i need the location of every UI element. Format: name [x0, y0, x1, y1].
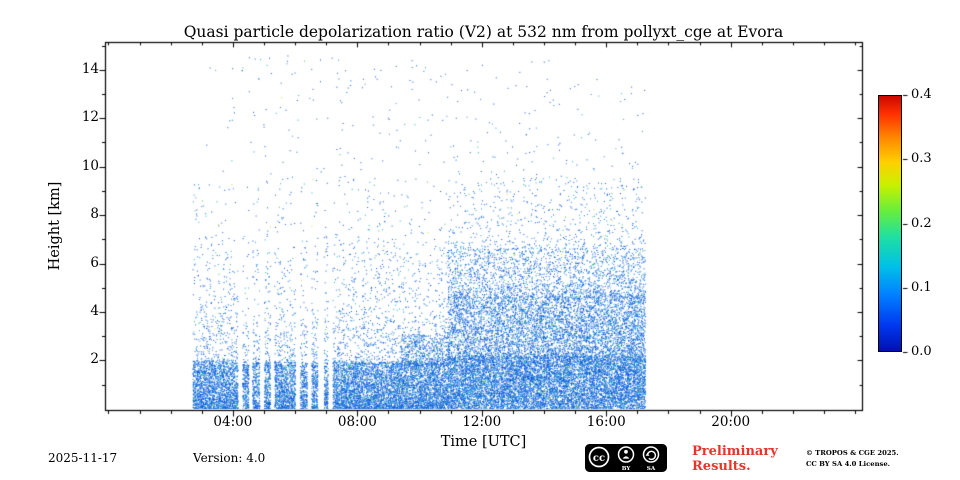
y-tick-label: 4 [90, 302, 99, 319]
preliminary-line2: Results. [692, 459, 751, 475]
y-tick-label: 12 [81, 109, 99, 126]
y-tick-label: 6 [90, 254, 99, 271]
version-label: Version: 4.0 [193, 451, 266, 465]
copyright-note: © TROPOS & CGE 2025. CC BY SA 4.0 Licens… [806, 448, 899, 470]
colorbar-tick-label: 0.4 [911, 87, 932, 102]
x-tick-label: 12:00 [462, 414, 502, 430]
sa-label: SA [647, 466, 656, 472]
colorbar-tick-label: 0.0 [911, 344, 932, 359]
copyright-line1: © TROPOS & CGE 2025. [806, 449, 899, 457]
copyright-line2: CC BY SA 4.0 License. [806, 460, 891, 469]
colorbar-tick-label: 0.2 [911, 215, 932, 231]
y-tick-label: 2 [90, 351, 99, 368]
chart-title: Quasi particle depolarization ratio (V2)… [183, 23, 784, 41]
colorbar-tick-label: 0.3 [911, 151, 932, 167]
y-tick-label: 10 [81, 157, 99, 174]
x-axis-label: Time [UTC] [440, 434, 527, 450]
measurement-date: 2025-11-17 [48, 451, 118, 465]
preliminary-line1: Preliminary [692, 444, 778, 459]
preliminary-results-note: Preliminary Results. [692, 444, 778, 475]
by-label: BY [622, 466, 632, 472]
y-tick-label: 14 [81, 60, 99, 77]
x-tick-label: 04:00 [213, 414, 253, 430]
share-alike-arrow-icon [646, 450, 657, 461]
colorbar-gradient [878, 95, 902, 352]
colorbar-tick-label: 0.1 [911, 279, 932, 295]
person-icon [624, 449, 628, 454]
cc-logo-text: cc [593, 453, 605, 464]
x-tick-label: 08:00 [337, 414, 377, 430]
x-tick-label: 16:00 [586, 414, 626, 430]
cc-by-sa-license-icon: cc BY SA [585, 444, 667, 472]
y-tick-label: 8 [90, 206, 99, 223]
x-tick-label: 20:00 [711, 414, 751, 430]
